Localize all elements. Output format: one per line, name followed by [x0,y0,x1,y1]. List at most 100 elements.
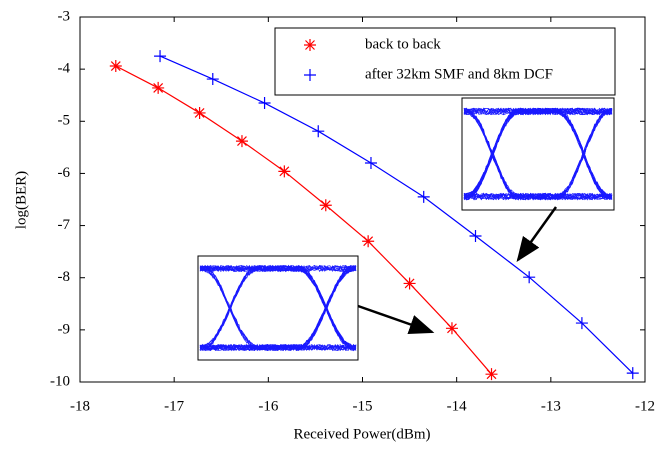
eye-trace [200,265,356,350]
marker-shape [418,191,430,203]
marker-shape [110,60,122,72]
eye-trace [464,109,612,200]
legend-label: after 32km SMF and 8km DCF [365,66,553,82]
eye-trace [200,267,356,351]
y-tick-label: -10 [50,373,70,389]
marker [365,157,377,169]
eye-trace [464,108,612,199]
eye-trace [200,265,356,348]
marker-shape [365,157,377,169]
x-tick-label: -16 [258,398,278,414]
eye-trace [464,108,612,200]
eye-trace [464,111,612,200]
marker-shape [320,199,332,211]
eye-trace [200,266,356,351]
eye-trace [200,266,356,350]
legend-label: back to back [365,36,441,52]
eye-trace [200,266,356,350]
eye-trace [464,108,612,199]
eye-trace [464,109,612,199]
eye-trace [464,108,612,199]
eye-trace [200,267,356,351]
eye-trace [464,109,612,199]
marker-shape [236,135,248,147]
eye-trace [200,266,356,351]
eye-trace [464,109,612,199]
eye-diagram-inset [198,256,358,360]
eye-trace [464,110,612,200]
eye-trace [200,265,356,348]
eye-trace [200,266,356,350]
marker [236,135,248,147]
marker-shape [154,50,166,62]
x-tick-label: -18 [70,398,90,414]
marker-shape [312,125,324,137]
eye-trace [200,265,356,348]
eye-trace [200,267,356,350]
arrow [518,207,556,260]
y-tick-label: -5 [58,113,71,129]
eye-trace [464,108,612,196]
x-axis-label: Received Power(dBm) [293,426,430,442]
eye-trace [464,113,612,200]
eye-trace [200,267,356,350]
eye-trace [200,265,356,349]
x-tick-label: -15 [353,398,373,414]
eye-trace [200,265,356,350]
eye-trace [200,266,356,351]
y-tick-label: -4 [58,61,71,77]
y-tick-label: -3 [58,8,71,24]
eye-trace [464,108,612,198]
eye-trace [200,266,356,349]
eye-trace [464,108,612,200]
marker [154,50,166,62]
eye-trace [464,109,612,199]
eye-trace [464,109,612,200]
eye-trace [200,266,356,349]
eye-trace [200,266,356,351]
marker-shape [194,107,206,119]
eye-trace [464,108,612,198]
marker-shape [486,368,498,380]
eye-trace [200,266,356,351]
marker [207,73,219,85]
eye-trace [464,108,612,197]
eye-trace [464,108,612,199]
eye-trace [464,110,612,200]
marker [418,191,430,203]
eye-trace [464,108,612,195]
marker [152,82,164,94]
eye-trace [464,110,612,200]
eye-trace [464,108,612,198]
y-tick-label: -9 [58,321,71,337]
marker-shape [278,165,290,177]
eye-trace [464,113,612,200]
marker [470,230,482,242]
eye-trace [200,267,356,351]
eye-trace [200,265,356,350]
marker-shape [207,73,219,85]
marker [320,199,332,211]
chart: Received Power(dBm) log(BER) -18 -17 -16 -1… [0,0,655,447]
eye-trace [464,112,612,200]
eye-trace [464,110,612,199]
eye-trace [464,108,612,198]
eye-trace [464,108,612,200]
marker-shape [259,97,271,109]
y-tick-label: -7 [58,217,71,233]
eye-diagram-inset [462,98,614,210]
eye-trace [200,265,356,350]
x-tick-label: -12 [635,398,655,414]
x-tick-label: -17 [164,398,184,414]
eye-trace [200,267,356,351]
marker-shape [446,322,458,334]
eye-trace [464,109,612,199]
legend-marker [304,39,316,51]
eye-trace [200,266,356,351]
eye-trace [464,109,612,199]
y-axis-label: log(BER) [13,171,29,229]
eye-trace [200,265,356,350]
legend [275,28,615,95]
eye-trace [464,108,612,198]
eye-trace [464,108,612,195]
